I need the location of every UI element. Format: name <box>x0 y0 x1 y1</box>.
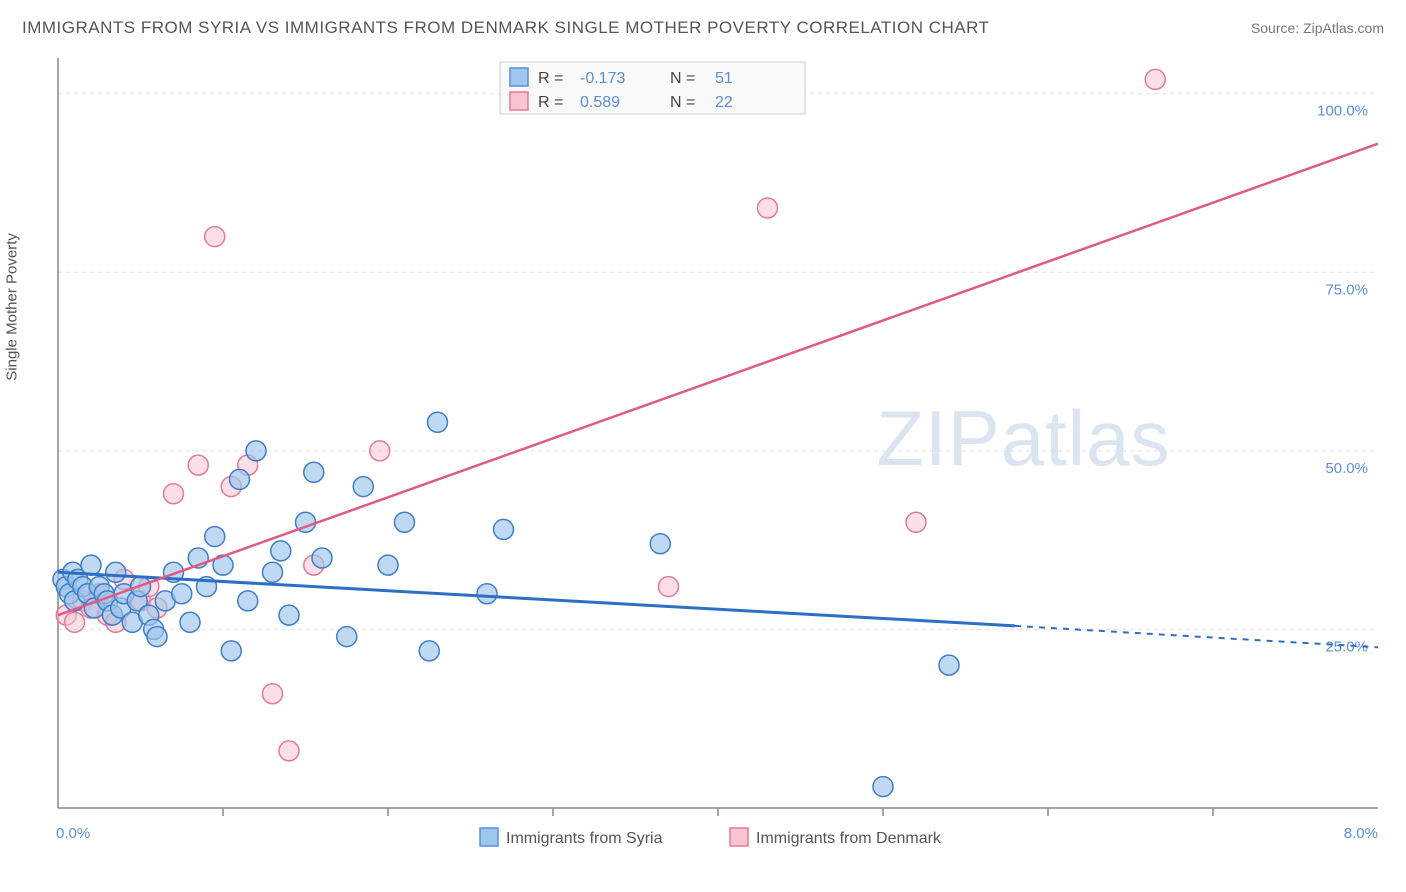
chart-area: 25.0% 50.0% 75.0% 100.0% ZIPatlas 0.0% 8.0% R =… <box>50 48 1388 848</box>
scatter-point <box>395 512 415 532</box>
legend-swatch-syria <box>510 68 528 86</box>
scatter-point <box>906 512 926 532</box>
scatter-point <box>106 562 126 582</box>
legend-n-denmark: 22 <box>715 94 733 111</box>
svg-text:R =: R = <box>538 94 563 111</box>
scatter-point <box>353 477 373 497</box>
x-max-label: 8.0% <box>1344 825 1378 842</box>
scatter-point <box>494 519 514 539</box>
legend-r-denmark: 0.589 <box>580 94 620 111</box>
scatter-point <box>279 741 299 761</box>
scatter-point <box>65 612 85 632</box>
scatter-point <box>873 777 893 797</box>
scatter-point <box>172 584 192 604</box>
chart-svg: 25.0% 50.0% 75.0% 100.0% ZIPatlas 0.0% 8.0% R =… <box>50 48 1388 848</box>
bottom-legend-swatch <box>730 828 748 846</box>
scatter-point <box>147 627 167 647</box>
watermark: ZIPatlas <box>876 394 1170 482</box>
scatter-point <box>939 655 959 675</box>
y-tick-label: 25.0% <box>1325 638 1368 655</box>
scatter-point <box>370 441 390 461</box>
scatter-point <box>650 534 670 554</box>
scatter-point <box>205 227 225 247</box>
scatter-point <box>164 484 184 504</box>
y-tick-label: 100.0% <box>1317 103 1368 120</box>
scatter-point <box>312 548 332 568</box>
legend-n-label: N = <box>670 70 695 87</box>
y-tick-label: 75.0% <box>1325 281 1368 298</box>
scatter-point <box>279 605 299 625</box>
y-tick-label: 50.0% <box>1325 460 1368 477</box>
legend-swatch-denmark <box>510 92 528 110</box>
scatter-point <box>659 577 679 597</box>
scatter-point <box>477 584 497 604</box>
x-min-label: 0.0% <box>56 825 90 842</box>
scatter-point <box>238 591 258 611</box>
scatter-point <box>378 555 398 575</box>
bottom-legend-label: Immigrants from Syria <box>506 830 663 847</box>
scatter-point <box>205 527 225 547</box>
svg-text:N =: N = <box>670 94 695 111</box>
scatter-point <box>246 441 266 461</box>
scatter-point <box>81 555 101 575</box>
bottom-legend-label: Immigrants from Denmark <box>756 830 942 847</box>
scatter-point <box>230 469 250 489</box>
scatter-point <box>221 641 241 661</box>
scatter-point <box>304 462 324 482</box>
chart-title: IMMIGRANTS FROM SYRIA VS IMMIGRANTS FROM… <box>22 18 989 38</box>
scatter-point <box>180 612 200 632</box>
bottom-legend-swatch <box>480 828 498 846</box>
scatter-point <box>758 198 778 218</box>
scatter-point <box>263 562 283 582</box>
scatter-point <box>1145 69 1165 89</box>
scatter-point <box>337 627 357 647</box>
y-axis-label: Single Mother Poverty <box>4 233 21 381</box>
scatter-point <box>419 641 439 661</box>
source-label: Source: ZipAtlas.com <box>1251 20 1384 36</box>
scatter-point <box>428 412 448 432</box>
scatter-point <box>263 684 283 704</box>
legend-r-syria: -0.173 <box>580 70 625 87</box>
legend-n-syria: 51 <box>715 70 733 87</box>
scatter-point <box>188 455 208 475</box>
legend-r-label: R = <box>538 70 563 87</box>
scatter-point <box>271 541 291 561</box>
